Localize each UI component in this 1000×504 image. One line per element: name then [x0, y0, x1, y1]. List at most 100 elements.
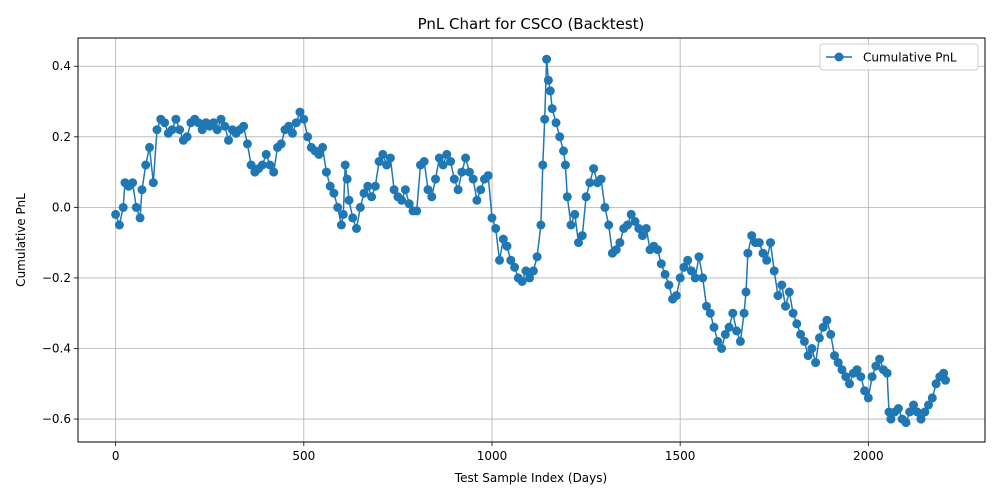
data-point: [585, 178, 595, 188]
data-point: [389, 185, 399, 195]
data-point: [766, 238, 775, 248]
x-tick-label: 2000: [853, 449, 884, 463]
data-point: [675, 273, 685, 283]
data-point: [431, 174, 440, 184]
data-point: [212, 125, 222, 135]
data-point: [543, 75, 553, 85]
data-point: [464, 167, 474, 177]
data-point: [446, 157, 456, 166]
data-point: [141, 160, 151, 170]
data-point: [641, 224, 651, 233]
y-tick-label: 0.2: [52, 130, 71, 144]
data-point: [318, 142, 328, 152]
data-point: [333, 202, 343, 212]
data-point: [336, 220, 346, 230]
data-point: [404, 199, 414, 209]
data-point: [660, 269, 670, 279]
legend-box: [819, 43, 979, 71]
data-point: [182, 132, 192, 142]
data-point: [758, 248, 768, 258]
data-point: [837, 365, 847, 375]
data-point: [288, 128, 297, 138]
data-point: [664, 280, 674, 290]
data-point: [502, 241, 512, 251]
data-point: [777, 280, 787, 290]
y-tick-label: −0.6: [42, 412, 71, 426]
data-point: [325, 181, 335, 191]
data-point: [916, 414, 926, 424]
data-point: [683, 255, 693, 265]
data-point: [803, 351, 813, 361]
data-point: [604, 220, 614, 230]
data-point: [690, 273, 700, 283]
data-point: [547, 104, 557, 114]
data-point: [871, 361, 881, 371]
data-point: [498, 234, 508, 244]
data-point: [197, 125, 207, 135]
data-point: [370, 181, 380, 191]
data-point: [359, 188, 369, 198]
data-point: [242, 139, 252, 149]
data-point: [792, 319, 802, 329]
data-point: [818, 322, 828, 332]
data-point: [762, 255, 772, 265]
data-point: [363, 181, 373, 191]
data-point: [694, 252, 704, 262]
data-point: [261, 149, 271, 159]
data-point: [724, 322, 734, 332]
data-point: [338, 209, 348, 219]
data-point: [321, 167, 331, 177]
data-point: [295, 107, 305, 117]
y-tick-label: −0.2: [42, 271, 71, 285]
data-point: [773, 291, 783, 301]
series-layer: [111, 54, 950, 428]
data-point: [845, 379, 854, 389]
data-point: [257, 160, 267, 170]
data-point: [860, 386, 870, 396]
data-point: [374, 157, 384, 166]
data-point: [457, 167, 467, 177]
data-point: [434, 153, 444, 163]
data-point: [717, 344, 727, 353]
data-point: [807, 344, 817, 353]
data-point: [284, 121, 294, 131]
data-point: [224, 135, 233, 145]
data-point: [920, 407, 930, 417]
data-point: [784, 287, 794, 297]
data-point: [886, 414, 896, 424]
data-point: [852, 365, 862, 375]
data-point: [788, 308, 798, 318]
data-point: [560, 160, 570, 170]
data-point: [355, 202, 365, 212]
data-point: [875, 354, 885, 364]
data-point: [833, 358, 843, 368]
data-point: [510, 262, 520, 272]
data-point: [781, 301, 790, 311]
data-point: [483, 171, 493, 181]
data-point: [656, 259, 666, 269]
data-point: [461, 153, 471, 163]
data-point: [491, 224, 501, 233]
data-point: [148, 178, 158, 188]
legend-label: Cumulative PnL: [863, 51, 957, 65]
data-point: [476, 185, 486, 195]
data-point: [276, 139, 286, 149]
data-point: [826, 329, 836, 339]
data-point: [468, 174, 478, 184]
data-point: [269, 167, 279, 177]
data-point: [630, 217, 640, 226]
data-point: [495, 255, 504, 265]
data-point: [128, 178, 138, 188]
data-point: [596, 174, 606, 184]
data-point: [131, 202, 141, 212]
data-point: [702, 301, 711, 311]
data-point: [615, 238, 625, 248]
data-point: [111, 209, 121, 219]
data-point: [412, 206, 422, 216]
data-point: [863, 393, 873, 403]
data-point: [856, 372, 866, 382]
data-point: [581, 192, 591, 202]
